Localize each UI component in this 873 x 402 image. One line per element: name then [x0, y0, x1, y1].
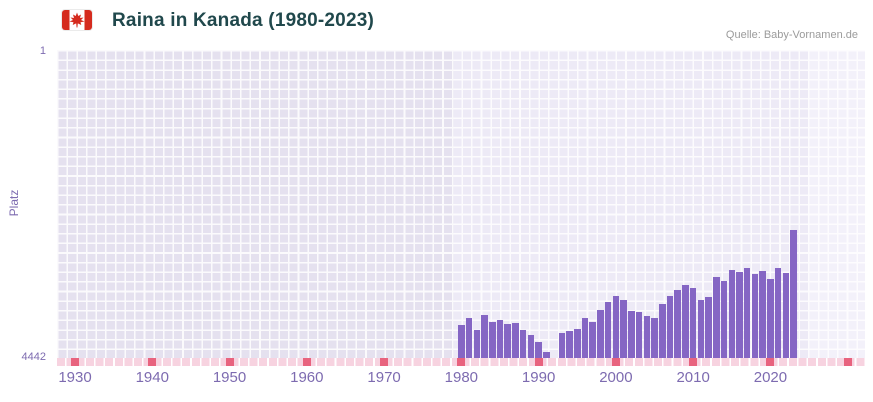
bar-2011[interactable] [697, 299, 705, 358]
bar-2023[interactable] [790, 230, 797, 358]
x-tick-2020: 2020 [753, 369, 788, 386]
x-tick-1980: 1980 [444, 369, 479, 386]
bar-1990[interactable] [535, 341, 542, 358]
bar-2001[interactable] [620, 299, 627, 358]
decade-marker-1990 [534, 358, 543, 366]
bar-1997[interactable] [589, 321, 596, 358]
bar-1983[interactable] [481, 314, 488, 358]
bar-2015[interactable] [728, 269, 736, 358]
bar-2018[interactable] [751, 273, 759, 358]
decade-marker-1940 [148, 358, 157, 366]
bar-2010[interactable] [689, 287, 697, 358]
bar-2014[interactable] [720, 280, 728, 358]
y-tick-top: 1 [39, 45, 46, 57]
bar-1991[interactable] [543, 351, 550, 358]
bar-2013[interactable] [713, 276, 720, 358]
canada-flag-svg [62, 10, 92, 30]
bar-1986[interactable] [504, 323, 511, 358]
x-tick-2010: 2010 [676, 369, 710, 386]
decade-marker-2000 [611, 358, 620, 366]
bar-2016[interactable] [736, 271, 743, 358]
decade-marker-2020 [766, 358, 775, 366]
bar-2009[interactable] [682, 285, 689, 358]
bar-2020[interactable] [767, 278, 774, 358]
bar-2005[interactable] [651, 317, 658, 358]
x-axis-labels: 1930 1940 1950 1960 1970 1980 1990 2000 2010 2020 [0, 369, 873, 391]
bar-2008[interactable] [674, 289, 681, 358]
y-axis-title: Platz [7, 189, 21, 217]
bar-2006[interactable] [659, 303, 666, 358]
bar-1981[interactable] [465, 317, 473, 358]
x-tick-1990: 1990 [521, 369, 556, 386]
bar-1993[interactable] [558, 332, 566, 358]
timeline-strip [57, 358, 865, 366]
decade-marker-1960 [302, 358, 311, 366]
canada-flag-icon [62, 10, 92, 30]
bar-1987[interactable] [512, 323, 519, 358]
bar-2000[interactable] [612, 296, 620, 358]
bar-2017[interactable] [743, 267, 751, 358]
source-label: Quelle: Baby-Vornamen.de [725, 29, 858, 41]
bar-1984[interactable] [489, 321, 496, 358]
bar-2007[interactable] [666, 296, 674, 358]
bar-2022[interactable] [782, 272, 790, 358]
x-tick-1950: 1950 [212, 369, 247, 386]
bar-1999[interactable] [604, 301, 612, 358]
decade-marker-1980 [457, 358, 466, 366]
x-tick-1940: 1940 [135, 369, 169, 386]
page-title: Raina in Kanada (1980-2023) [112, 10, 375, 31]
y-tick-bottom: 4442 [21, 351, 46, 363]
x-tick-1970: 1970 [367, 369, 401, 386]
bar-1989[interactable] [527, 335, 535, 358]
bar-1998[interactable] [597, 310, 604, 358]
x-tick-1930: 1930 [58, 369, 92, 386]
decade-marker-2030 [843, 358, 852, 366]
bar-2004[interactable] [643, 316, 651, 358]
bar-1994[interactable] [566, 330, 573, 358]
x-tick-2000: 2000 [599, 369, 633, 386]
bar-1996[interactable] [581, 318, 589, 358]
x-tick-1960: 1960 [290, 369, 324, 386]
bar-2012[interactable] [705, 296, 712, 358]
decade-marker-1970 [380, 358, 389, 366]
bar-2019[interactable] [759, 271, 766, 358]
bar-1980[interactable] [458, 325, 465, 358]
bar-2003[interactable] [635, 312, 643, 358]
bar-2002[interactable] [628, 310, 635, 358]
bar-1995[interactable] [574, 328, 581, 358]
bar-1985[interactable] [496, 319, 504, 358]
bar-1982[interactable] [473, 330, 481, 358]
decade-marker-1950 [225, 358, 234, 366]
decade-marker-1930 [71, 358, 79, 366]
bar-2021[interactable] [774, 267, 782, 358]
bar-1988[interactable] [519, 330, 527, 358]
decade-marker-2010 [689, 358, 698, 366]
plot-area [57, 50, 865, 358]
